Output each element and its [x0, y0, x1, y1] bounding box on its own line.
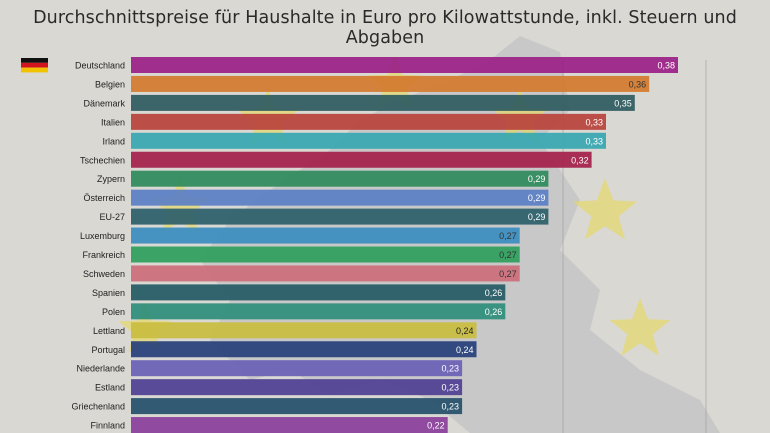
value-label: 0,23	[442, 364, 460, 374]
category-label: Zypern	[97, 174, 125, 184]
bar-deutschland	[131, 57, 678, 73]
category-label: Österreich	[83, 193, 125, 203]
category-label: Frankreich	[82, 250, 125, 260]
bar-finnland	[131, 417, 448, 433]
value-label: 0,33	[585, 136, 603, 146]
value-label: 0,26	[485, 288, 503, 298]
category-label: Griechenland	[71, 402, 125, 412]
value-label: 0,32	[571, 155, 589, 165]
germany-flag-icon	[21, 58, 48, 73]
value-label: 0,33	[585, 117, 603, 127]
bar-frankreich	[131, 246, 520, 263]
value-label: 0,35	[614, 98, 632, 108]
category-label: Irland	[102, 136, 125, 146]
category-label: Luxemburg	[80, 231, 125, 241]
bar-zypern	[131, 170, 549, 187]
value-label: 0,38	[657, 61, 675, 71]
value-label: 0,23	[442, 383, 460, 393]
chart-title: Durchschnittspreise für Haushalte in Eur…	[33, 8, 737, 48]
bar-dänemark	[131, 94, 635, 111]
bar-irland	[131, 132, 606, 149]
bars-group	[131, 57, 678, 433]
bar-spanien	[131, 284, 506, 301]
bar-luxemburg	[131, 227, 520, 244]
bar-österreich	[131, 189, 549, 206]
bar-niederlande	[131, 360, 463, 377]
category-label: Dänemark	[83, 98, 125, 108]
value-label: 0,27	[499, 269, 517, 279]
category-labels: Deutschland Belgien Dänemark Italien Irland T…	[71, 61, 125, 431]
category-label: Portugal	[91, 345, 125, 355]
category-label: Niederlande	[76, 364, 125, 374]
flag-stripe	[21, 67, 48, 73]
bar-polen	[131, 303, 506, 320]
value-label: 0,29	[528, 193, 546, 203]
category-label: Estland	[95, 383, 125, 393]
category-label: Schweden	[83, 269, 125, 279]
bar-schweden	[131, 265, 520, 282]
flag-stripe	[21, 58, 48, 63]
category-label: Belgien	[95, 79, 125, 89]
bar-eu-27	[131, 208, 549, 225]
value-label: 0,29	[528, 174, 546, 184]
category-label: Tschechien	[80, 155, 125, 165]
value-label: 0,24	[456, 345, 474, 355]
value-labels: 0,38 0,36 0,35 0,33 0,33 0,32 0,29 0,29 0,29 0,27…	[427, 61, 675, 431]
bar-griechenland	[131, 398, 463, 415]
value-label: 0,27	[499, 250, 517, 260]
value-label: 0,22	[427, 421, 445, 431]
star-icon-4	[572, 178, 638, 240]
category-label: Lettland	[93, 326, 125, 336]
bar-belgien	[131, 75, 650, 92]
value-label: 0,29	[528, 212, 546, 222]
category-label: EU-27	[99, 212, 125, 222]
bar-portugal	[131, 341, 477, 358]
bar-estland	[131, 379, 463, 396]
bar-italien	[131, 113, 606, 130]
category-label: Polen	[102, 307, 125, 317]
value-label: 0,24	[456, 326, 474, 336]
bar-tschechien	[131, 151, 592, 168]
star-icon-5	[609, 298, 671, 356]
category-label: Spanien	[92, 288, 125, 298]
category-label: Finnland	[90, 421, 125, 431]
category-label: Italien	[101, 117, 125, 127]
value-label: 0,27	[499, 231, 517, 241]
flag-stripe	[21, 62, 48, 68]
value-label: 0,26	[485, 307, 503, 317]
value-label: 0,23	[442, 402, 460, 412]
category-label: Deutschland	[75, 61, 125, 71]
value-label: 0,36	[629, 79, 647, 89]
bar-lettland	[131, 322, 477, 339]
